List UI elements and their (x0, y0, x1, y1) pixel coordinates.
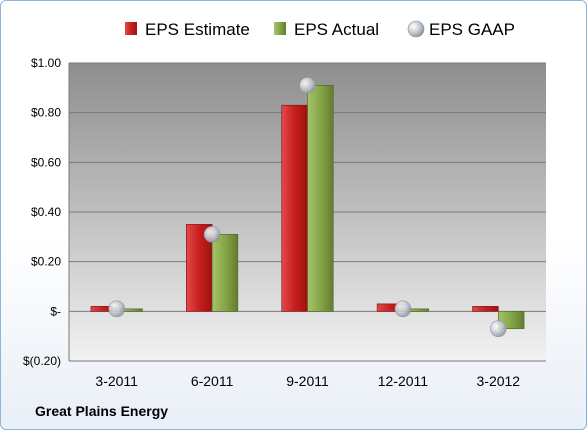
legend-swatch-eps-estimate-icon (125, 22, 137, 35)
eps-gaap-point (489, 320, 507, 338)
eps-gaap-point (203, 226, 221, 243)
x-tick-label: 6-2011 (191, 373, 234, 389)
company-name: Great Plains Energy (35, 403, 169, 419)
eps-estimate-bar (281, 104, 308, 312)
eps-gaap-point (108, 300, 125, 318)
legend-label: EPS Estimate (145, 20, 250, 39)
legend-label: EPS Actual (294, 20, 379, 39)
y-tick-label: $0.20 (31, 255, 61, 269)
eps-gaap-point (299, 77, 316, 94)
eps-gaap-point (394, 300, 412, 318)
eps-estimate-bar (472, 306, 499, 312)
x-tick-label: 12-2011 (378, 373, 429, 389)
y-tick-label: $0.80 (31, 106, 61, 120)
y-tick-label: $(0.20) (23, 354, 61, 368)
eps-actual-bar (211, 234, 239, 312)
y-tick-label: $1.00 (31, 56, 61, 70)
x-tick-label: 9-2011 (286, 373, 329, 389)
legend-swatch-eps-gaap-icon (407, 20, 425, 38)
x-tick-label: 3-2011 (95, 373, 138, 389)
legend-label: EPS GAAP (429, 20, 515, 39)
eps-actual-bar (307, 85, 334, 312)
y-tick-label: $0.60 (31, 155, 61, 169)
y-tick-label: $0.40 (31, 205, 61, 219)
x-tick-label: 3-2012 (477, 373, 521, 389)
y-tick-label: $- (50, 304, 61, 318)
legend-swatch-eps-actual-icon (274, 22, 286, 35)
